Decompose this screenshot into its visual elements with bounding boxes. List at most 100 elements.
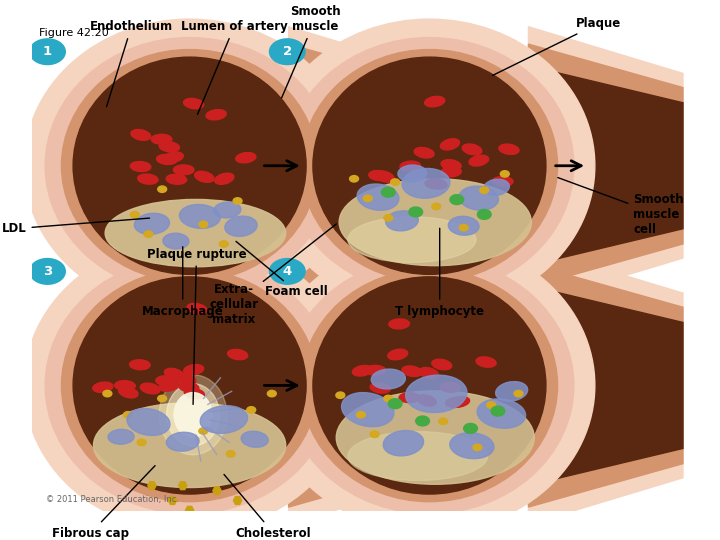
Ellipse shape	[469, 155, 489, 166]
Circle shape	[130, 212, 139, 218]
Ellipse shape	[339, 179, 531, 266]
Ellipse shape	[73, 57, 306, 274]
Ellipse shape	[194, 171, 214, 183]
Ellipse shape	[441, 167, 462, 177]
Ellipse shape	[156, 154, 177, 165]
Ellipse shape	[94, 403, 286, 488]
Polygon shape	[233, 496, 242, 504]
Ellipse shape	[301, 50, 557, 282]
Polygon shape	[289, 66, 443, 266]
Ellipse shape	[166, 174, 186, 184]
Ellipse shape	[130, 161, 150, 172]
Ellipse shape	[405, 375, 467, 413]
Ellipse shape	[402, 366, 422, 376]
Ellipse shape	[375, 171, 394, 182]
Ellipse shape	[386, 211, 418, 231]
Ellipse shape	[184, 388, 204, 399]
Ellipse shape	[235, 153, 256, 163]
Ellipse shape	[449, 396, 469, 407]
Ellipse shape	[225, 216, 257, 237]
Ellipse shape	[264, 19, 595, 312]
Ellipse shape	[166, 432, 199, 451]
Ellipse shape	[151, 134, 172, 144]
Polygon shape	[528, 66, 683, 266]
Polygon shape	[528, 26, 683, 305]
Polygon shape	[206, 516, 215, 524]
Ellipse shape	[138, 174, 158, 184]
Ellipse shape	[313, 277, 546, 494]
Ellipse shape	[105, 199, 286, 267]
Circle shape	[473, 444, 482, 450]
Ellipse shape	[389, 319, 410, 329]
Ellipse shape	[24, 19, 355, 312]
Circle shape	[388, 399, 402, 409]
Polygon shape	[148, 482, 156, 490]
Ellipse shape	[341, 393, 394, 427]
Ellipse shape	[398, 165, 427, 182]
Ellipse shape	[476, 357, 496, 367]
Polygon shape	[528, 44, 683, 287]
Circle shape	[415, 416, 429, 426]
Polygon shape	[213, 487, 221, 495]
Ellipse shape	[130, 360, 150, 370]
Ellipse shape	[24, 239, 355, 532]
Ellipse shape	[383, 430, 423, 456]
Circle shape	[356, 411, 365, 418]
Circle shape	[226, 451, 235, 457]
Circle shape	[199, 221, 208, 227]
Text: 3: 3	[43, 265, 52, 278]
Ellipse shape	[176, 374, 196, 385]
Circle shape	[409, 207, 423, 217]
Text: 4: 4	[283, 265, 292, 278]
Circle shape	[432, 203, 441, 210]
Ellipse shape	[441, 160, 461, 170]
Ellipse shape	[499, 144, 519, 154]
Ellipse shape	[187, 303, 207, 314]
Circle shape	[30, 259, 66, 284]
Circle shape	[199, 428, 208, 434]
Circle shape	[138, 439, 146, 446]
Ellipse shape	[285, 38, 574, 294]
Ellipse shape	[369, 171, 389, 180]
Circle shape	[480, 187, 489, 193]
Circle shape	[384, 395, 393, 402]
Text: Lumen of artery: Lumen of artery	[181, 20, 287, 114]
Ellipse shape	[400, 161, 420, 171]
Ellipse shape	[184, 98, 204, 109]
Ellipse shape	[399, 393, 420, 402]
Ellipse shape	[388, 349, 408, 360]
Ellipse shape	[214, 202, 241, 218]
Ellipse shape	[357, 184, 399, 210]
Polygon shape	[528, 246, 683, 524]
Circle shape	[220, 241, 228, 247]
Ellipse shape	[336, 391, 534, 484]
Ellipse shape	[200, 406, 248, 434]
Ellipse shape	[425, 96, 445, 107]
Ellipse shape	[427, 178, 447, 189]
Ellipse shape	[425, 179, 446, 188]
Text: Foam cell: Foam cell	[236, 241, 328, 298]
Circle shape	[438, 418, 448, 424]
Ellipse shape	[484, 179, 509, 195]
Text: LDL: LDL	[1, 218, 150, 235]
Ellipse shape	[45, 38, 334, 294]
Circle shape	[267, 390, 276, 397]
Ellipse shape	[45, 257, 334, 514]
Polygon shape	[289, 26, 443, 305]
Ellipse shape	[163, 233, 189, 249]
Polygon shape	[289, 286, 443, 485]
Circle shape	[487, 402, 495, 408]
Ellipse shape	[432, 359, 451, 370]
Ellipse shape	[127, 408, 170, 435]
Polygon shape	[289, 246, 443, 524]
Text: Smooth
muscle
cell: Smooth muscle cell	[558, 178, 684, 236]
Ellipse shape	[93, 382, 113, 393]
Circle shape	[391, 179, 400, 185]
Ellipse shape	[159, 375, 227, 455]
Ellipse shape	[419, 368, 438, 379]
Circle shape	[384, 215, 393, 221]
Text: T lymphocyte: T lymphocyte	[395, 228, 485, 318]
Ellipse shape	[450, 433, 494, 458]
Ellipse shape	[414, 147, 434, 158]
Ellipse shape	[402, 168, 450, 198]
